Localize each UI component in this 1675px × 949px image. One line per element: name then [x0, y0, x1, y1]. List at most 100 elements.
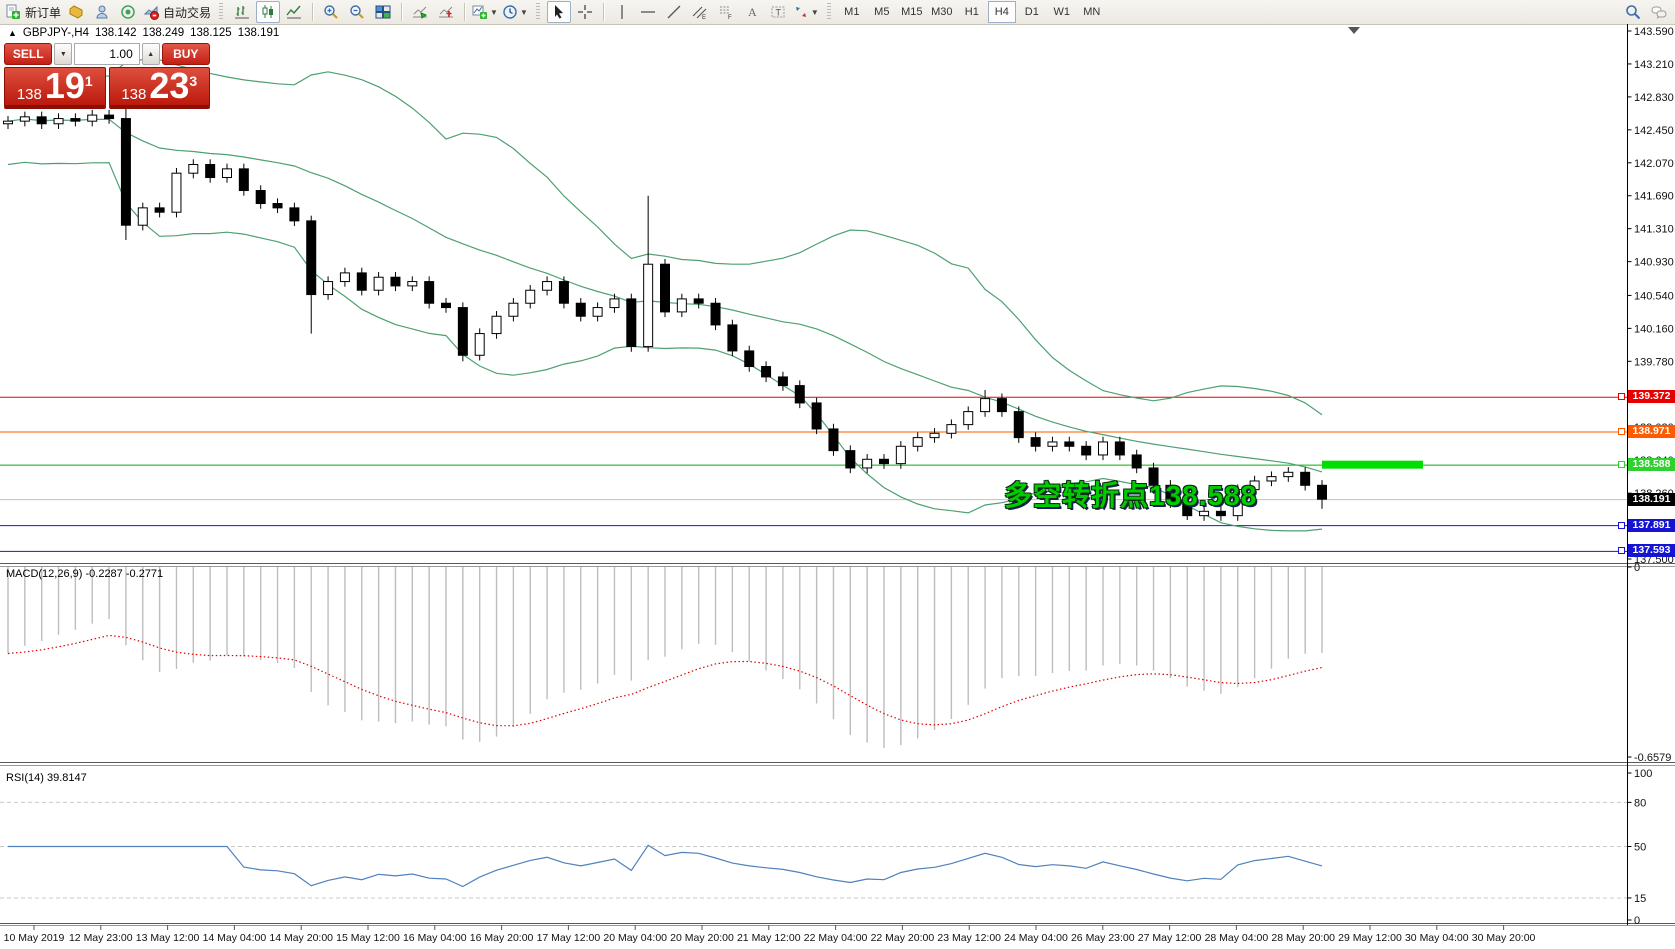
indicators-caret[interactable]: ▼ — [490, 7, 498, 17]
sell-button[interactable]: SELL — [4, 43, 53, 65]
svg-text:15 May 12:00: 15 May 12:00 — [336, 932, 400, 944]
timeframe-d1-button[interactable]: D1 — [1024, 6, 1039, 18]
candlestick-chart-button[interactable] — [256, 1, 281, 23]
zoom-out-icon — [350, 5, 364, 19]
cursor-button[interactable] — [546, 1, 571, 23]
svg-text:141.690: 141.690 — [1634, 191, 1674, 203]
navigator-icon — [96, 5, 108, 19]
arrows-button[interactable]: ▼ — [792, 1, 820, 23]
timeframe-mn-button[interactable]: MN — [1083, 6, 1101, 18]
symbol-title: GBPJPY-,H4 — [22, 27, 89, 39]
search-button[interactable] — [1621, 1, 1645, 23]
line-anchor-138.588[interactable] — [1618, 461, 1625, 469]
svg-text:17 May 12:00: 17 May 12:00 — [537, 932, 601, 944]
sell-price-button[interactable]: 138 19 1 — [4, 67, 106, 109]
bar-chart-button[interactable] — [230, 1, 254, 23]
buy-price-button[interactable]: 138 23 3 — [108, 67, 210, 109]
periods-button[interactable]: ▼ — [501, 1, 529, 23]
ohlc-high: 138.249 — [142, 27, 185, 39]
line-anchor-137.891[interactable] — [1618, 521, 1625, 529]
svg-text:12 May 23:00: 12 May 23:00 — [69, 932, 133, 944]
timeframe-m1-button[interactable]: M1 — [844, 6, 860, 18]
svg-text:16 May 20:00: 16 May 20:00 — [470, 932, 534, 944]
rsi-line — [8, 844, 1323, 888]
svg-text:100: 100 — [1634, 768, 1652, 780]
line-anchor-138.971[interactable] — [1618, 427, 1625, 435]
text-button[interactable]: A — [740, 1, 764, 23]
volume-decrease-button[interactable]: ▼ — [54, 43, 73, 65]
tile-windows-button[interactable] — [371, 1, 395, 23]
turning-point-annotation[interactable]: 多空转折点138.588 — [1004, 480, 1258, 511]
line-anchor-137.593[interactable] — [1618, 547, 1625, 555]
autotrading-button[interactable]: 自动交易 — [142, 1, 212, 23]
svg-text:22 May 20:00: 22 May 20:00 — [871, 932, 935, 944]
equidistant-channel-icon: E — [692, 6, 707, 20]
new-order-button[interactable]: 新订单 — [4, 1, 62, 23]
candlestick-chart-icon — [262, 5, 274, 18]
equidistant-channel-button[interactable]: E — [688, 1, 712, 23]
volume-input[interactable]: 1.00 — [74, 43, 140, 65]
line-chart-button[interactable] — [282, 1, 306, 23]
rsi-pane — [0, 801, 1628, 899]
toolbar-handle[interactable] — [219, 3, 224, 21]
zoom-in-button[interactable] — [319, 1, 343, 23]
highlight-zone[interactable] — [1322, 460, 1423, 469]
svg-text:22 May 04:00: 22 May 04:00 — [804, 932, 868, 944]
toolbar-handle-2[interactable] — [535, 3, 540, 21]
cursor-icon — [554, 5, 563, 19]
vertical-line-button[interactable] — [610, 1, 634, 23]
chart-canvas[interactable]: 143.590 143.210 142.830 142.450 142.070 141.6… — [0, 24, 1675, 949]
arrows-caret[interactable]: ▼ — [810, 7, 819, 17]
svg-text:0: 0 — [1634, 562, 1640, 574]
svg-text:T: T — [775, 8, 781, 18]
crosshair-button[interactable] — [573, 1, 597, 23]
time-axis[interactable]: 10 May 2019 12 May 23:00 13 May 12:00 14 Ma… — [4, 925, 1536, 944]
periods-caret[interactable]: ▼ — [519, 7, 528, 17]
svg-text:27 May 12:00: 27 May 12:00 — [1138, 932, 1202, 944]
fibonacci-button[interactable]: F — [714, 1, 738, 23]
timeframe-m5-button[interactable]: M5 — [874, 6, 890, 18]
svg-text:26 May 23:00: 26 May 23:00 — [1071, 932, 1135, 944]
timeframe-h4-button[interactable]: H4 — [987, 1, 1016, 23]
signals-button[interactable] — [116, 1, 140, 23]
price-line-tag-138.971[interactable]: 138.971 — [1628, 424, 1675, 438]
text-icon: A — [748, 5, 757, 19]
timeframe-m30-button[interactable]: M30 — [931, 6, 953, 18]
horizontal-price-lines[interactable] — [0, 396, 1628, 552]
svg-text:140.540: 140.540 — [1634, 290, 1674, 302]
timeframe-m15-button[interactable]: M15 — [901, 6, 923, 18]
buy-price-big-figure: 138 — [121, 86, 147, 103]
chart-shift-marker[interactable] — [1348, 27, 1360, 34]
collapse-panel-icon[interactable]: ▲ — [8, 28, 17, 38]
indicators-button[interactable]: ▼ — [471, 1, 499, 23]
price-line-tag-137.593[interactable]: 137.593 — [1628, 544, 1675, 558]
volume-increase-button[interactable]: ▲ — [141, 43, 160, 65]
auto-scroll-button[interactable] — [408, 1, 432, 23]
zoom-out-button[interactable] — [345, 1, 369, 23]
chart-shift-button[interactable] — [434, 1, 458, 23]
buy-button[interactable]: BUY — [161, 43, 210, 65]
price-line-tag-138.191[interactable]: 138.191 — [1628, 492, 1675, 506]
profiles-button[interactable] — [64, 1, 88, 23]
timeframe-group: M1 M5 M15 M30 H1 H4 D1 W1 MN — [834, 0, 1110, 24]
price-line-tag-138.588[interactable]: 138.588 — [1628, 458, 1675, 472]
axes[interactable]: 143.590 143.210 142.830 142.450 142.070 141.6… — [0, 24, 1675, 927]
text-label-button[interactable]: T — [766, 1, 790, 23]
price-line-tag-137.891[interactable]: 137.891 — [1628, 518, 1675, 532]
svg-text:24 May 04:00: 24 May 04:00 — [1004, 932, 1068, 944]
macd-signal-line — [7, 634, 1323, 727]
navigator-button[interactable] — [90, 1, 114, 23]
price-line-tag-139.372[interactable]: 139.372 — [1628, 390, 1675, 404]
horizontal-line-button[interactable] — [636, 1, 660, 23]
rsi-label: RSI(14) 39.8147 — [6, 772, 87, 784]
toolbar-handle-3[interactable] — [826, 3, 831, 21]
timeframe-h1-button[interactable]: H1 — [964, 6, 979, 18]
chat-button[interactable] — [1647, 1, 1671, 23]
line-anchor-139.372[interactable] — [1618, 393, 1625, 401]
buy-price-point: 3 — [189, 73, 198, 89]
profiles-icon — [69, 5, 83, 19]
svg-text:140.160: 140.160 — [1634, 323, 1674, 335]
svg-text:10 May 2019: 10 May 2019 — [4, 932, 65, 944]
trendline-button[interactable] — [662, 1, 686, 23]
timeframe-w1-button[interactable]: W1 — [1053, 6, 1071, 18]
